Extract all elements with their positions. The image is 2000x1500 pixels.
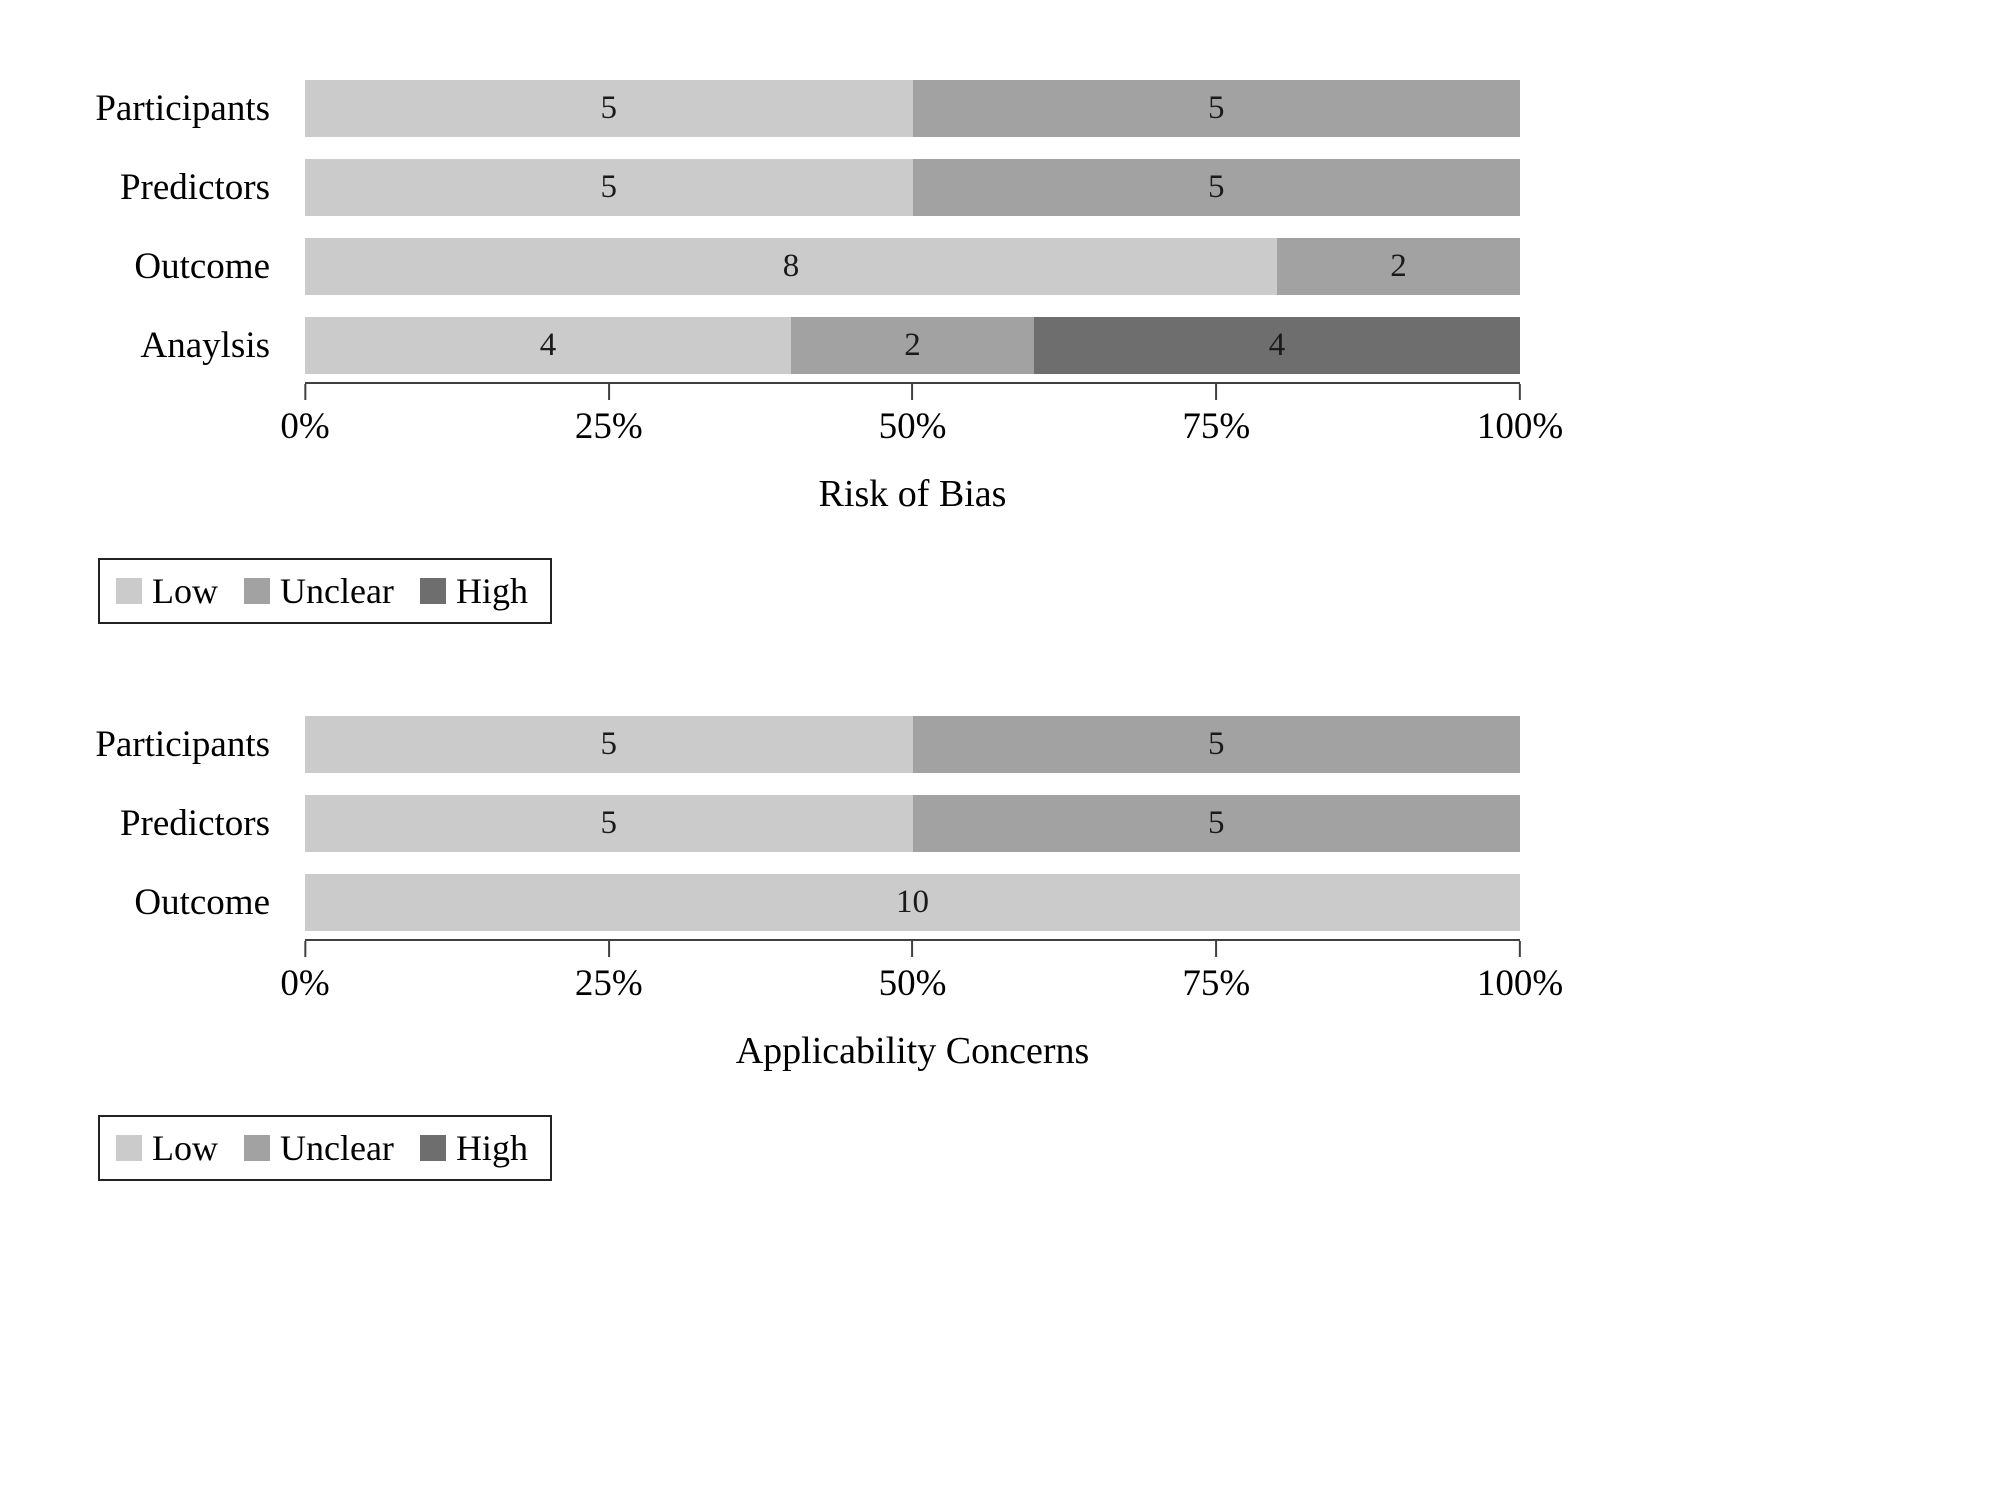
legend-item-high: High xyxy=(419,1127,528,1169)
bar-row: Participants 5 5 xyxy=(60,80,2000,137)
risk-of-bias-legend: Low Unclear High xyxy=(98,558,552,624)
bar-segment-low: 5 xyxy=(305,716,913,773)
legend-item-high: High xyxy=(419,570,528,612)
axis-tick: 75% xyxy=(1182,384,1250,449)
tick-mark xyxy=(303,384,306,400)
legend-item-low: Low xyxy=(116,1127,218,1169)
tick-mark xyxy=(303,941,306,957)
legend-swatch-low xyxy=(116,1135,142,1161)
legend-label: High xyxy=(455,571,528,611)
bar-segment-unclear: 5 xyxy=(912,159,1520,216)
category-label: Participants xyxy=(95,724,270,765)
axis-tick: 50% xyxy=(878,384,947,449)
risk-of-bias-x-axis: 0% 25% 50% 75% 100% xyxy=(280,382,1563,462)
tick-label: 25% xyxy=(574,963,643,1004)
bar-row: Outcome 10 xyxy=(60,874,2000,931)
legend-swatch-low xyxy=(116,578,142,604)
axis-tick: 100% xyxy=(1477,384,1563,449)
applicability-concerns-chart: Participants 5 5 Predictors 5 5 Outcome 10 0% 25… xyxy=(60,624,2000,1181)
bar-segment-low: 4 xyxy=(305,317,791,374)
legend-label: Low xyxy=(152,571,218,611)
legend-item-low: Low xyxy=(116,570,218,612)
stacked-bar: 10 xyxy=(305,874,1520,931)
bar-row: Anaylsis 4 2 4 xyxy=(60,317,2000,374)
tick-mark xyxy=(911,941,914,957)
category-label: Outcome xyxy=(134,882,270,923)
bar-segment-unclear: 5 xyxy=(912,716,1520,773)
legend-swatch-high xyxy=(419,1135,446,1161)
tick-mark xyxy=(1215,941,1218,957)
tick-label: 0% xyxy=(280,406,330,447)
legend-label: Low xyxy=(152,1128,218,1168)
tick-mark xyxy=(607,941,610,957)
axis-tick: 75% xyxy=(1182,941,1250,1006)
axis-tick: 100% xyxy=(1477,941,1563,1006)
legend-label: Unclear xyxy=(280,1128,394,1168)
axis-tick: 25% xyxy=(575,384,643,449)
tick-label: 50% xyxy=(878,963,947,1004)
bar-segment-unclear: 5 xyxy=(912,795,1520,852)
bar-segment-low: 5 xyxy=(305,80,913,137)
axis-tick: 0% xyxy=(280,384,330,449)
bar-segment-unclear: 2 xyxy=(1277,238,1520,295)
tick-mark xyxy=(607,384,610,400)
category-label: Participants xyxy=(95,88,270,129)
tick-label: 75% xyxy=(1182,406,1251,447)
legend-swatch-unclear xyxy=(244,578,270,604)
tick-mark xyxy=(911,384,914,400)
tick-label: 75% xyxy=(1182,963,1251,1004)
bar-row: Predictors 5 5 xyxy=(60,159,2000,216)
bar-segment-low: 8 xyxy=(305,238,1277,295)
tick-mark xyxy=(1518,384,1521,400)
risk-of-bias-axis-title: Risk of Bias xyxy=(818,473,1007,515)
bar-segment-low: 5 xyxy=(305,159,913,216)
legend-item-unclear: Unclear xyxy=(244,570,394,612)
tick-mark xyxy=(1215,384,1218,400)
tick-label: 50% xyxy=(878,406,947,447)
legend-label: High xyxy=(455,1128,528,1168)
bar-row: Participants 5 5 xyxy=(60,716,2000,773)
bar-segment-low: 5 xyxy=(305,795,913,852)
applicability-bar-rows: Participants 5 5 Predictors 5 5 Outcome 10 xyxy=(60,716,2000,931)
applicability-legend: Low Unclear High xyxy=(98,1115,552,1181)
category-label: Predictors xyxy=(119,803,270,844)
legend-swatch-unclear xyxy=(244,1135,270,1161)
bar-row: Predictors 5 5 xyxy=(60,795,2000,852)
tick-label: 100% xyxy=(1476,963,1564,1004)
applicability-x-axis: 0% 25% 50% 75% 100% xyxy=(280,939,1563,1019)
legend-swatch-high xyxy=(419,578,446,604)
tick-label: 25% xyxy=(574,406,643,447)
axis-tick: 50% xyxy=(878,941,947,1006)
category-label: Predictors xyxy=(119,167,270,208)
bar-segment-unclear: 2 xyxy=(791,317,1034,374)
axis-tick: 0% xyxy=(280,941,330,1006)
bar-segment-low: 10 xyxy=(305,874,1520,931)
tick-label: 0% xyxy=(280,963,330,1004)
bar-segment-high: 4 xyxy=(1034,317,1520,374)
category-label: Anaylsis xyxy=(140,325,271,366)
legend-label: Unclear xyxy=(280,571,394,611)
tick-mark xyxy=(1518,941,1521,957)
tick-label: 100% xyxy=(1476,406,1564,447)
axis-tick: 25% xyxy=(575,941,643,1006)
category-label: Outcome xyxy=(134,246,270,287)
risk-of-bias-bar-rows: Participants 5 5 Predictors 5 5 Outcome 8 2 Anayl… xyxy=(60,80,2000,374)
risk-of-bias-chart: Participants 5 5 Predictors 5 5 Outcome 8 2 Anayl… xyxy=(60,0,2000,624)
bar-row: Outcome 8 2 xyxy=(60,238,2000,295)
bar-segment-unclear: 5 xyxy=(912,80,1520,137)
applicability-axis-title: Applicability Concerns xyxy=(735,1030,1090,1072)
legend-item-unclear: Unclear xyxy=(244,1127,394,1169)
